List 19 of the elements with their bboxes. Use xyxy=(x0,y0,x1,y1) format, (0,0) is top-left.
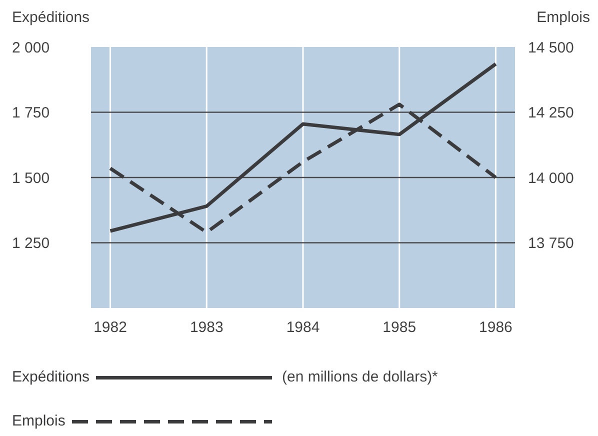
x-tick-label: 1986 xyxy=(479,319,512,336)
y2-tick-label: 13 750 xyxy=(528,235,574,252)
y2-axis-title: Emplois xyxy=(536,9,590,26)
y-tick-label: 2 000 xyxy=(12,39,50,56)
line-series xyxy=(108,62,498,233)
y2-tick-label: 14 000 xyxy=(528,170,574,187)
y-axis-title: Expéditions xyxy=(12,9,90,26)
legend-label: Emplois xyxy=(12,412,66,430)
y-tick-label: 1 500 xyxy=(12,170,50,187)
text: (en millions de dollars)* xyxy=(282,368,438,386)
x-tick-label: 1982 xyxy=(94,319,127,336)
x-tick-label: 1985 xyxy=(382,319,416,336)
legend-label: Expéditions xyxy=(12,368,90,386)
y2-tick-label: 14 250 xyxy=(528,104,574,122)
y-tick-label: 1 750 xyxy=(12,104,50,122)
y2-tick-label: 14 500 xyxy=(528,39,574,56)
x-tick-label: 1984 xyxy=(286,319,320,336)
y-tick-label: 1 250 xyxy=(12,235,50,252)
x-tick-label: 1983 xyxy=(190,319,224,336)
